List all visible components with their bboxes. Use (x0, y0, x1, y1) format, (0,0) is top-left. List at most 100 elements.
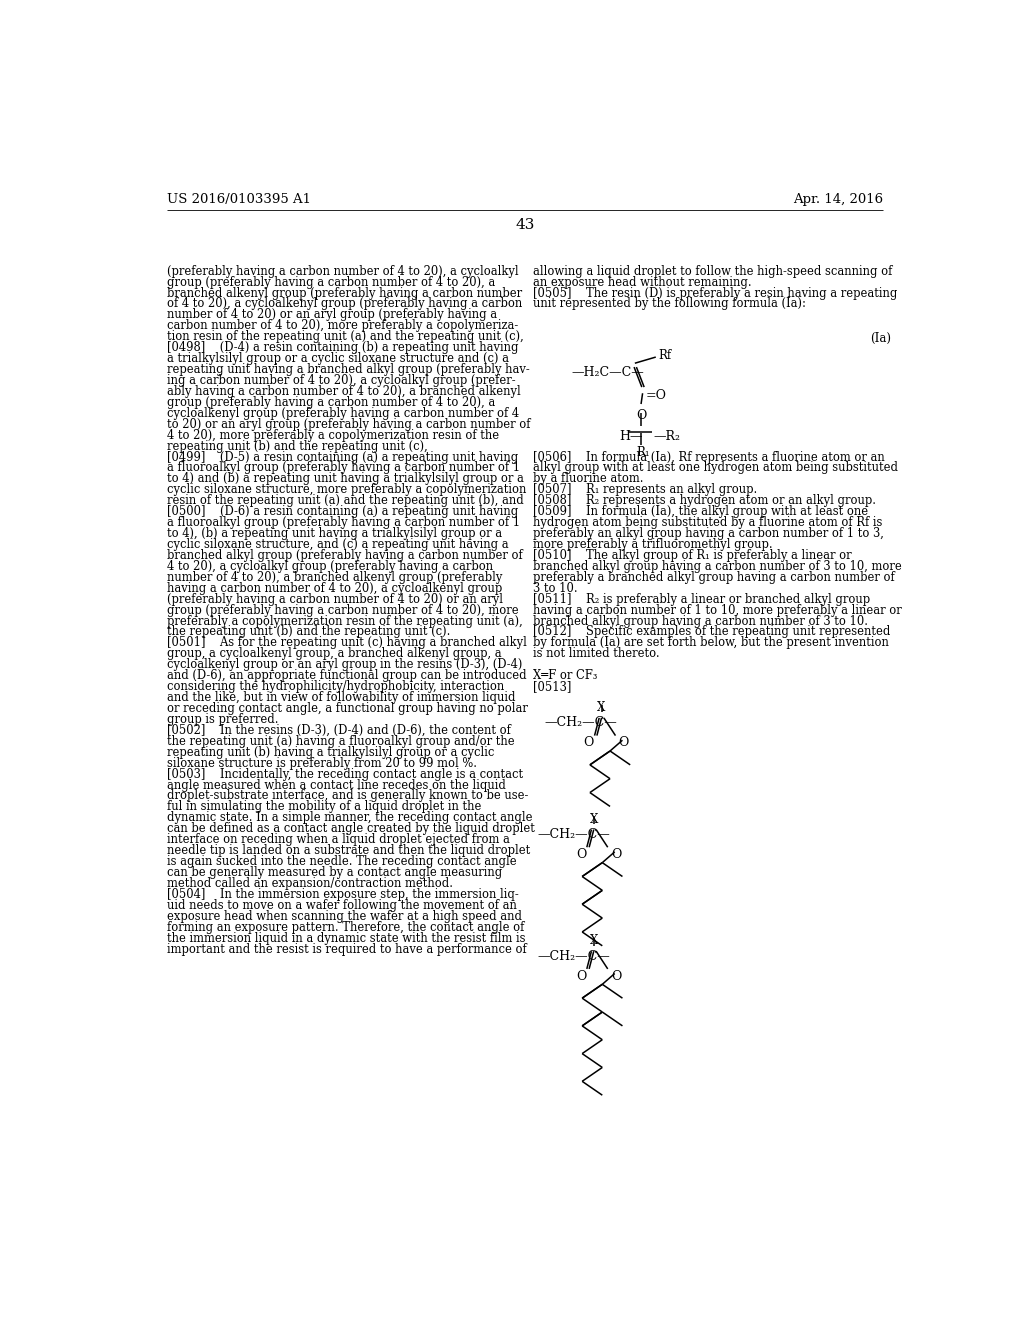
Text: —CH₂—C—: —CH₂—C— (538, 828, 610, 841)
Text: group is preferred.: group is preferred. (167, 713, 279, 726)
Text: H—: H— (620, 430, 643, 444)
Text: of 4 to 20), a cycloalkenyl group (preferably having a carbon: of 4 to 20), a cycloalkenyl group (prefe… (167, 297, 522, 310)
Text: repeating unit having a branched alkyl group (preferably hav-: repeating unit having a branched alkyl g… (167, 363, 529, 376)
Text: carbon number of 4 to 20), more preferably a copolymeriza-: carbon number of 4 to 20), more preferab… (167, 319, 518, 333)
Text: [0513]: [0513] (532, 680, 571, 693)
Text: repeating unit (b) and the repeating unit (c),: repeating unit (b) and the repeating uni… (167, 440, 427, 453)
Text: X: X (590, 813, 598, 825)
Text: (preferably having a carbon number of 4 to 20) or an aryl: (preferably having a carbon number of 4 … (167, 593, 503, 606)
Text: —CH₂—C—: —CH₂—C— (545, 717, 617, 730)
Text: a fluoroalkyl group (preferably having a carbon number of 1: a fluoroalkyl group (preferably having a… (167, 462, 520, 474)
Text: [0507]    R₁ represents an alkyl group.: [0507] R₁ represents an alkyl group. (532, 483, 757, 496)
Text: O: O (611, 970, 622, 982)
Text: —R₂: —R₂ (653, 430, 681, 444)
Text: X═F or CF₃: X═F or CF₃ (532, 669, 597, 682)
Text: [0512]    Specific examples of the repeating unit represented: [0512] Specific examples of the repeatin… (532, 626, 890, 639)
Text: preferably a copolymerization resin of the repeating unit (a),: preferably a copolymerization resin of t… (167, 615, 522, 627)
Text: [0511]    R₂ is preferably a linear or branched alkyl group: [0511] R₂ is preferably a linear or bran… (532, 593, 869, 606)
Text: or receding contact angle, a functional group having no polar: or receding contact angle, a functional … (167, 702, 527, 715)
Text: branched alkyl group having a carbon number of 3 to 10.: branched alkyl group having a carbon num… (532, 615, 867, 627)
Text: interface on receding when a liquid droplet ejected from a: interface on receding when a liquid drop… (167, 833, 510, 846)
Text: ably having a carbon number of 4 to 20), a branched alkenyl: ably having a carbon number of 4 to 20),… (167, 385, 520, 397)
Text: important and the resist is required to have a performance of: important and the resist is required to … (167, 942, 526, 956)
Text: branched alkyl group having a carbon number of 3 to 10, more: branched alkyl group having a carbon num… (532, 560, 901, 573)
Text: the repeating unit (b) and the repeating unit (c).: the repeating unit (b) and the repeating… (167, 626, 451, 639)
Text: and the like, but in view of followability of immersion liquid: and the like, but in view of followabili… (167, 692, 515, 704)
Text: O: O (575, 970, 587, 982)
Text: cycloalkenyl group (preferably having a carbon number of 4: cycloalkenyl group (preferably having a … (167, 407, 519, 420)
Text: the repeating unit (a) having a fluoroalkyl group and/or the: the repeating unit (a) having a fluoroal… (167, 735, 514, 748)
Text: having a carbon number of 1 to 10, more preferably a linear or: having a carbon number of 1 to 10, more … (532, 603, 901, 616)
Text: [0504]    In the immersion exposure step, the immersion liq-: [0504] In the immersion exposure step, t… (167, 888, 518, 900)
Text: =O: =O (646, 388, 667, 401)
Text: unit represented by the following formula (Ia):: unit represented by the following formul… (532, 297, 806, 310)
Text: by a fluorine atom.: by a fluorine atom. (532, 473, 643, 486)
Text: siloxane structure is preferably from 20 to 99 mol %.: siloxane structure is preferably from 20… (167, 756, 477, 770)
Text: [0505]    The resin (D) is preferably a resin having a repeating: [0505] The resin (D) is preferably a res… (532, 286, 897, 300)
Text: by formula (Ia) are set forth below, but the present invention: by formula (Ia) are set forth below, but… (532, 636, 889, 649)
Text: group (preferably having a carbon number of 4 to 20), more: group (preferably having a carbon number… (167, 603, 518, 616)
Text: 3 to 10.: 3 to 10. (532, 582, 578, 595)
Text: branched alkyl group (preferably having a carbon number of: branched alkyl group (preferably having … (167, 549, 522, 562)
Text: (Ia): (Ia) (870, 331, 891, 345)
Text: and (D-6), an appropriate functional group can be introduced: and (D-6), an appropriate functional gro… (167, 669, 526, 682)
Text: O: O (636, 409, 647, 422)
Text: O: O (611, 847, 622, 861)
Text: [0500]    (D-6) a resin containing (a) a repeating unit having: [0500] (D-6) a resin containing (a) a re… (167, 506, 518, 519)
Text: to 20) or an aryl group (preferably having a carbon number of: to 20) or an aryl group (preferably havi… (167, 417, 530, 430)
Text: the immersion liquid in a dynamic state with the resist film is: the immersion liquid in a dynamic state … (167, 932, 525, 945)
Text: needle tip is landed on a substrate and then the liquid droplet: needle tip is landed on a substrate and … (167, 845, 530, 857)
Text: —CH₂—C—: —CH₂—C— (538, 949, 610, 962)
Text: [0509]    In formula (Ia), the alkyl group with at least one: [0509] In formula (Ia), the alkyl group … (532, 506, 867, 519)
Text: 43: 43 (515, 218, 535, 232)
Text: hydrogen atom being substituted by a fluorine atom of Rf is: hydrogen atom being substituted by a flu… (532, 516, 882, 529)
Text: 4 to 20), a cycloalkyl group (preferably having a carbon: 4 to 20), a cycloalkyl group (preferably… (167, 560, 493, 573)
Text: X: X (597, 701, 606, 714)
Text: a trialkylsilyl group or a cyclic siloxane structure and (c) a: a trialkylsilyl group or a cyclic siloxa… (167, 352, 509, 366)
Text: is again sucked into the needle. The receding contact angle: is again sucked into the needle. The rec… (167, 855, 516, 869)
Text: dynamic state. In a simple manner, the receding contact angle: dynamic state. In a simple manner, the r… (167, 812, 532, 825)
Text: Rf: Rf (658, 350, 671, 363)
Text: ful in simulating the mobility of a liquid droplet in the: ful in simulating the mobility of a liqu… (167, 800, 481, 813)
Text: having a carbon number of 4 to 20), a cycloalkenyl group: having a carbon number of 4 to 20), a cy… (167, 582, 502, 595)
Text: group, a cycloalkenyl group, a branched alkenyl group, a: group, a cycloalkenyl group, a branched … (167, 647, 502, 660)
Text: exposure head when scanning the wafer at a high speed and: exposure head when scanning the wafer at… (167, 909, 522, 923)
Text: more preferably a trifluoromethyl group.: more preferably a trifluoromethyl group. (532, 539, 772, 550)
Text: [0510]    The alkyl group of R₁ is preferably a linear or: [0510] The alkyl group of R₁ is preferab… (532, 549, 851, 562)
Text: to 4), (b) a repeating unit having a trialkylsilyl group or a: to 4), (b) a repeating unit having a tri… (167, 527, 502, 540)
Text: ing a carbon number of 4 to 20), a cycloalkyl group (prefer-: ing a carbon number of 4 to 20), a cyclo… (167, 374, 515, 387)
Text: X: X (590, 935, 598, 948)
Text: Apr. 14, 2016: Apr. 14, 2016 (793, 193, 883, 206)
Text: a fluoroalkyl group (preferably having a carbon number of 1: a fluoroalkyl group (preferably having a… (167, 516, 520, 529)
Text: considering the hydrophilicity/hydrophobicity, interaction: considering the hydrophilicity/hydrophob… (167, 680, 504, 693)
Text: (preferably having a carbon number of 4 to 20), a cycloalkyl: (preferably having a carbon number of 4 … (167, 264, 518, 277)
Text: [0501]    As for the repeating unit (c) having a branched alkyl: [0501] As for the repeating unit (c) hav… (167, 636, 526, 649)
Text: number of 4 to 20), a branched alkenyl group (preferably: number of 4 to 20), a branched alkenyl g… (167, 570, 502, 583)
Text: method called an expansion/contraction method.: method called an expansion/contraction m… (167, 876, 453, 890)
Text: can be generally measured by a contact angle measuring: can be generally measured by a contact a… (167, 866, 502, 879)
Text: branched alkenyl group (preferably having a carbon number: branched alkenyl group (preferably havin… (167, 286, 522, 300)
Text: 4 to 20), more preferably a copolymerization resin of the: 4 to 20), more preferably a copolymeriza… (167, 429, 499, 442)
Text: resin of the repeating unit (a) and the repeating unit (b), and: resin of the repeating unit (a) and the … (167, 494, 523, 507)
Text: number of 4 to 20) or an aryl group (preferably having a: number of 4 to 20) or an aryl group (pre… (167, 309, 497, 321)
Text: cyclic siloxane structure, more preferably a copolymerization: cyclic siloxane structure, more preferab… (167, 483, 526, 496)
Text: angle measured when a contact line recedes on the liquid: angle measured when a contact line reced… (167, 779, 506, 792)
Text: tion resin of the repeating unit (a) and the repeating unit (c),: tion resin of the repeating unit (a) and… (167, 330, 523, 343)
Text: droplet-substrate interface, and is generally known to be use-: droplet-substrate interface, and is gene… (167, 789, 528, 803)
Text: O: O (575, 847, 587, 861)
Text: forming an exposure pattern. Therefore, the contact angle of: forming an exposure pattern. Therefore, … (167, 921, 524, 933)
Text: O: O (584, 737, 594, 750)
Text: [0499]    (D-5) a resin containing (a) a repeating unit having: [0499] (D-5) a resin containing (a) a re… (167, 450, 518, 463)
Text: US 2016/0103395 A1: US 2016/0103395 A1 (167, 193, 310, 206)
Text: allowing a liquid droplet to follow the high-speed scanning of: allowing a liquid droplet to follow the … (532, 264, 892, 277)
Text: cyclic siloxane structure, and (c) a repeating unit having a: cyclic siloxane structure, and (c) a rep… (167, 539, 508, 550)
Text: preferably a branched alkyl group having a carbon number of: preferably a branched alkyl group having… (532, 570, 894, 583)
Text: [0506]    In formula (Ia), Rf represents a fluorine atom or an: [0506] In formula (Ia), Rf represents a … (532, 450, 885, 463)
Text: uid needs to move on a wafer following the movement of an: uid needs to move on a wafer following t… (167, 899, 517, 912)
Text: [0502]    In the resins (D-3), (D-4) and (D-6), the content of: [0502] In the resins (D-3), (D-4) and (D… (167, 723, 511, 737)
Text: can be defined as a contact angle created by the liquid droplet: can be defined as a contact angle create… (167, 822, 535, 836)
Text: O: O (618, 737, 629, 750)
Text: group (preferably having a carbon number of 4 to 20), a: group (preferably having a carbon number… (167, 276, 495, 289)
Text: [0508]    R₂ represents a hydrogen atom or an alkyl group.: [0508] R₂ represents a hydrogen atom or … (532, 494, 876, 507)
Text: repeating unit (b) having a trialkylsilyl group or a cyclic: repeating unit (b) having a trialkylsily… (167, 746, 495, 759)
